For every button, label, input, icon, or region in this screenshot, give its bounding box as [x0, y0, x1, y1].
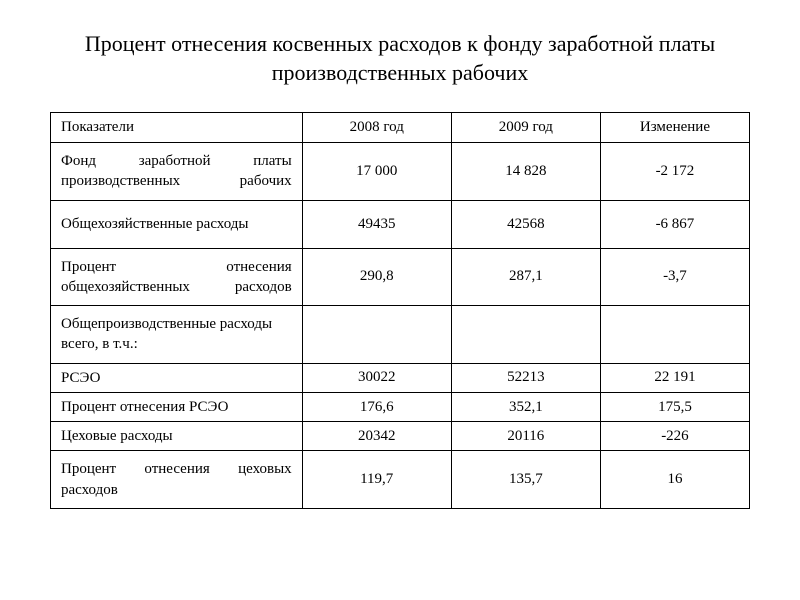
cell-change: -6 867 [600, 200, 749, 248]
cell-indicator: Процент отнесения общехозяйственных расх… [51, 248, 303, 306]
cell-2009: 287,1 [451, 248, 600, 306]
cell-indicator: Общепроизводственные расходы всего, в т.… [51, 306, 303, 364]
header-indicator: Показатели [51, 113, 303, 143]
cell-2008: 30022 [302, 363, 451, 392]
cell-2008 [302, 306, 451, 364]
cell-indicator: Процент отнесения РСЭО [51, 392, 303, 421]
cell-2009: 14 828 [451, 143, 600, 201]
cell-2008: 49435 [302, 200, 451, 248]
cell-2008: 119,7 [302, 451, 451, 509]
table-header-row: Показатели 2008 год 2009 год Изменение [51, 113, 750, 143]
table-row: Фонд заработной платы производственных р… [51, 143, 750, 201]
cell-2009 [451, 306, 600, 364]
cell-2008: 20342 [302, 422, 451, 451]
cell-indicator: РСЭО [51, 363, 303, 392]
cell-change [600, 306, 749, 364]
cell-2008: 290,8 [302, 248, 451, 306]
table-body: Фонд заработной платы производственных р… [51, 143, 750, 509]
table-row: Процент отнесения РСЭО176,6352,1175,5 [51, 392, 750, 421]
cell-2009: 42568 [451, 200, 600, 248]
cell-indicator: Цеховые расходы [51, 422, 303, 451]
cell-2009: 52213 [451, 363, 600, 392]
cell-change: -3,7 [600, 248, 749, 306]
cell-change: -2 172 [600, 143, 749, 201]
cell-indicator: Фонд заработной платы производственных р… [51, 143, 303, 201]
cell-2008: 17 000 [302, 143, 451, 201]
cell-change: 22 191 [600, 363, 749, 392]
page-title: Процент отнесения косвенных расходов к ф… [50, 30, 750, 87]
cell-2009: 20116 [451, 422, 600, 451]
cell-change: 16 [600, 451, 749, 509]
data-table: Показатели 2008 год 2009 год Изменение Ф… [50, 112, 750, 509]
header-change: Изменение [600, 113, 749, 143]
table-row: Процент отнесения цеховых расходов119,71… [51, 451, 750, 509]
cell-change: -226 [600, 422, 749, 451]
table-row: Процент отнесения общехозяйственных расх… [51, 248, 750, 306]
table-row: Общехозяйственные расходы4943542568-6 86… [51, 200, 750, 248]
cell-2008: 176,6 [302, 392, 451, 421]
cell-2009: 135,7 [451, 451, 600, 509]
cell-2009: 352,1 [451, 392, 600, 421]
table-row: Общепроизводственные расходы всего, в т.… [51, 306, 750, 364]
table-row: Цеховые расходы2034220116-226 [51, 422, 750, 451]
cell-change: 175,5 [600, 392, 749, 421]
table-row: РСЭО300225221322 191 [51, 363, 750, 392]
header-2008: 2008 год [302, 113, 451, 143]
cell-indicator: Общехозяйственные расходы [51, 200, 303, 248]
header-2009: 2009 год [451, 113, 600, 143]
cell-indicator: Процент отнесения цеховых расходов [51, 451, 303, 509]
